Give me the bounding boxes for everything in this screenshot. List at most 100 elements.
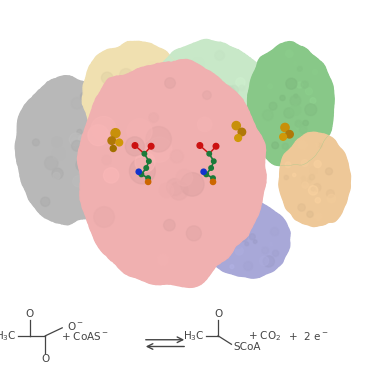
Circle shape — [298, 204, 305, 211]
Circle shape — [125, 137, 144, 156]
Circle shape — [295, 120, 302, 127]
Circle shape — [111, 129, 120, 138]
Circle shape — [213, 144, 219, 149]
Circle shape — [298, 140, 307, 150]
Circle shape — [315, 198, 321, 203]
Circle shape — [101, 150, 106, 154]
Circle shape — [268, 84, 273, 88]
Circle shape — [95, 130, 104, 139]
Circle shape — [267, 253, 272, 258]
Circle shape — [236, 78, 245, 87]
Circle shape — [244, 261, 253, 270]
Circle shape — [309, 174, 315, 180]
Circle shape — [34, 129, 41, 136]
Circle shape — [204, 172, 209, 177]
Circle shape — [210, 179, 216, 184]
Circle shape — [127, 118, 152, 144]
Circle shape — [142, 152, 147, 156]
Text: O: O — [26, 309, 34, 319]
Circle shape — [91, 116, 116, 142]
Circle shape — [214, 218, 224, 227]
Circle shape — [157, 108, 161, 112]
Circle shape — [290, 105, 301, 115]
Circle shape — [180, 102, 196, 117]
Circle shape — [286, 78, 297, 89]
Circle shape — [270, 261, 273, 264]
Circle shape — [292, 173, 296, 177]
Circle shape — [72, 138, 77, 142]
Circle shape — [190, 92, 200, 102]
Circle shape — [132, 128, 137, 133]
Circle shape — [207, 152, 212, 156]
Circle shape — [285, 162, 291, 168]
Circle shape — [314, 160, 321, 168]
Circle shape — [148, 144, 154, 149]
Circle shape — [141, 155, 153, 166]
Polygon shape — [279, 132, 351, 226]
Circle shape — [146, 126, 171, 152]
Circle shape — [79, 170, 85, 176]
Circle shape — [235, 242, 242, 248]
Circle shape — [76, 159, 88, 171]
Circle shape — [186, 226, 201, 241]
Circle shape — [78, 134, 90, 146]
Circle shape — [220, 86, 236, 101]
Circle shape — [165, 78, 176, 88]
Circle shape — [111, 104, 125, 117]
Circle shape — [129, 158, 155, 184]
Circle shape — [280, 95, 285, 100]
Circle shape — [318, 143, 322, 147]
Text: + CO$_2$: + CO$_2$ — [248, 329, 282, 343]
Circle shape — [299, 126, 307, 134]
Circle shape — [197, 117, 212, 132]
Circle shape — [240, 234, 247, 242]
Circle shape — [146, 176, 150, 180]
Circle shape — [139, 172, 144, 177]
Circle shape — [117, 132, 129, 144]
Circle shape — [302, 181, 306, 185]
Circle shape — [108, 137, 116, 144]
Polygon shape — [150, 39, 271, 157]
Circle shape — [138, 101, 150, 113]
Circle shape — [136, 124, 141, 129]
Circle shape — [303, 120, 308, 126]
Circle shape — [52, 137, 62, 147]
Circle shape — [273, 250, 279, 256]
Circle shape — [239, 85, 245, 91]
Circle shape — [164, 219, 175, 231]
Circle shape — [180, 172, 204, 196]
Circle shape — [197, 143, 202, 148]
Circle shape — [216, 254, 220, 257]
Circle shape — [263, 256, 274, 267]
Circle shape — [230, 86, 238, 94]
Circle shape — [294, 94, 298, 98]
Circle shape — [285, 50, 293, 57]
Circle shape — [102, 155, 111, 165]
Circle shape — [170, 150, 183, 163]
Circle shape — [255, 83, 264, 92]
Circle shape — [327, 194, 336, 203]
Text: + CoAS$^-$: + CoAS$^-$ — [61, 330, 109, 342]
Circle shape — [126, 104, 134, 112]
Circle shape — [286, 130, 293, 138]
Circle shape — [105, 92, 119, 106]
Circle shape — [188, 84, 203, 99]
Circle shape — [45, 156, 58, 170]
Circle shape — [79, 159, 87, 167]
Circle shape — [305, 88, 312, 95]
Circle shape — [52, 147, 65, 160]
Text: +  2 e$^-$: + 2 e$^-$ — [288, 330, 328, 342]
Circle shape — [147, 137, 172, 162]
Circle shape — [269, 242, 273, 246]
Circle shape — [119, 86, 134, 99]
Circle shape — [281, 123, 289, 132]
Circle shape — [238, 128, 246, 136]
Circle shape — [284, 108, 294, 118]
Circle shape — [53, 172, 60, 180]
Circle shape — [301, 159, 308, 166]
Circle shape — [223, 95, 232, 104]
Circle shape — [310, 167, 317, 174]
Circle shape — [260, 256, 269, 265]
Circle shape — [255, 243, 265, 253]
Circle shape — [230, 265, 234, 268]
